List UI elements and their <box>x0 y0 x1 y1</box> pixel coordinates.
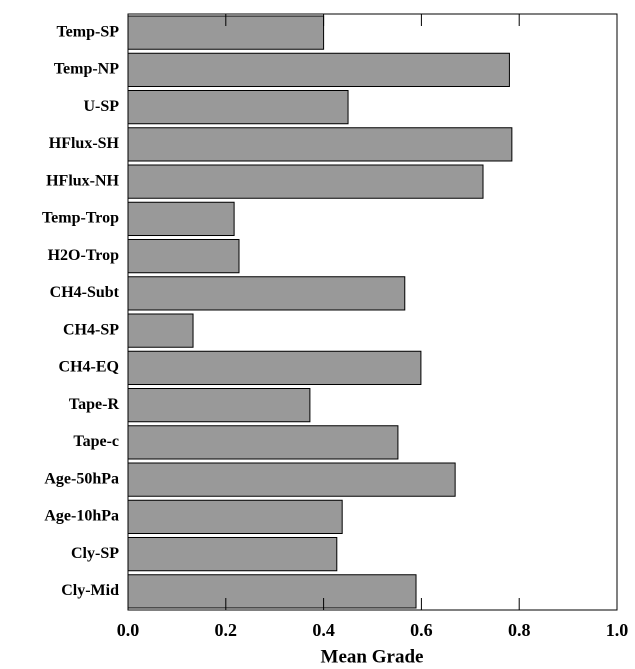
y-tick-label: Tape-R <box>69 396 120 413</box>
y-tick-label: CH4-SP <box>63 321 119 338</box>
bar <box>127 90 349 125</box>
x-tick-label: 0.0 <box>117 620 140 640</box>
bar <box>127 537 338 572</box>
bar <box>127 127 513 162</box>
x-tick-label: 1.0 <box>606 620 629 640</box>
x-tick-label: 0.8 <box>508 620 531 640</box>
x-axis-label: Mean Grade <box>321 646 424 667</box>
y-tick-label: H2O-Trop <box>48 247 120 264</box>
bar <box>127 201 235 236</box>
bar <box>127 388 311 423</box>
y-tick-label: Age-50hPa <box>44 470 119 487</box>
bar <box>127 313 194 348</box>
bar <box>127 276 406 311</box>
y-tick-label: CH4-EQ <box>59 359 119 376</box>
y-tick-label: HFlux-SH <box>49 135 120 152</box>
y-tick-label: Temp-NP <box>54 61 119 78</box>
bar <box>127 350 422 385</box>
y-tick-label: U-SP <box>83 98 119 115</box>
y-tick-label: Cly-SP <box>71 545 119 562</box>
y-tick-label: CH4-Subt <box>50 284 120 301</box>
bar <box>127 239 240 274</box>
bar <box>127 462 456 497</box>
y-tick-label: HFlux-NH <box>46 172 119 189</box>
bar <box>127 425 399 460</box>
y-tick-label: Age-10hPa <box>44 508 119 525</box>
bar <box>127 164 484 199</box>
y-tick-label: Tape-c <box>73 433 119 450</box>
x-tick-label: 0.2 <box>215 620 238 640</box>
plot-frame <box>127 13 618 611</box>
y-tick-label: Cly-Mid <box>61 582 119 599</box>
bar <box>127 52 510 87</box>
y-tick-label: Temp-Trop <box>42 210 119 227</box>
bar <box>127 574 417 609</box>
x-tick-label: 0.4 <box>312 620 335 640</box>
x-tick-label: 0.6 <box>410 620 433 640</box>
y-tick-label: Temp-SP <box>56 23 119 40</box>
bar <box>127 499 343 534</box>
